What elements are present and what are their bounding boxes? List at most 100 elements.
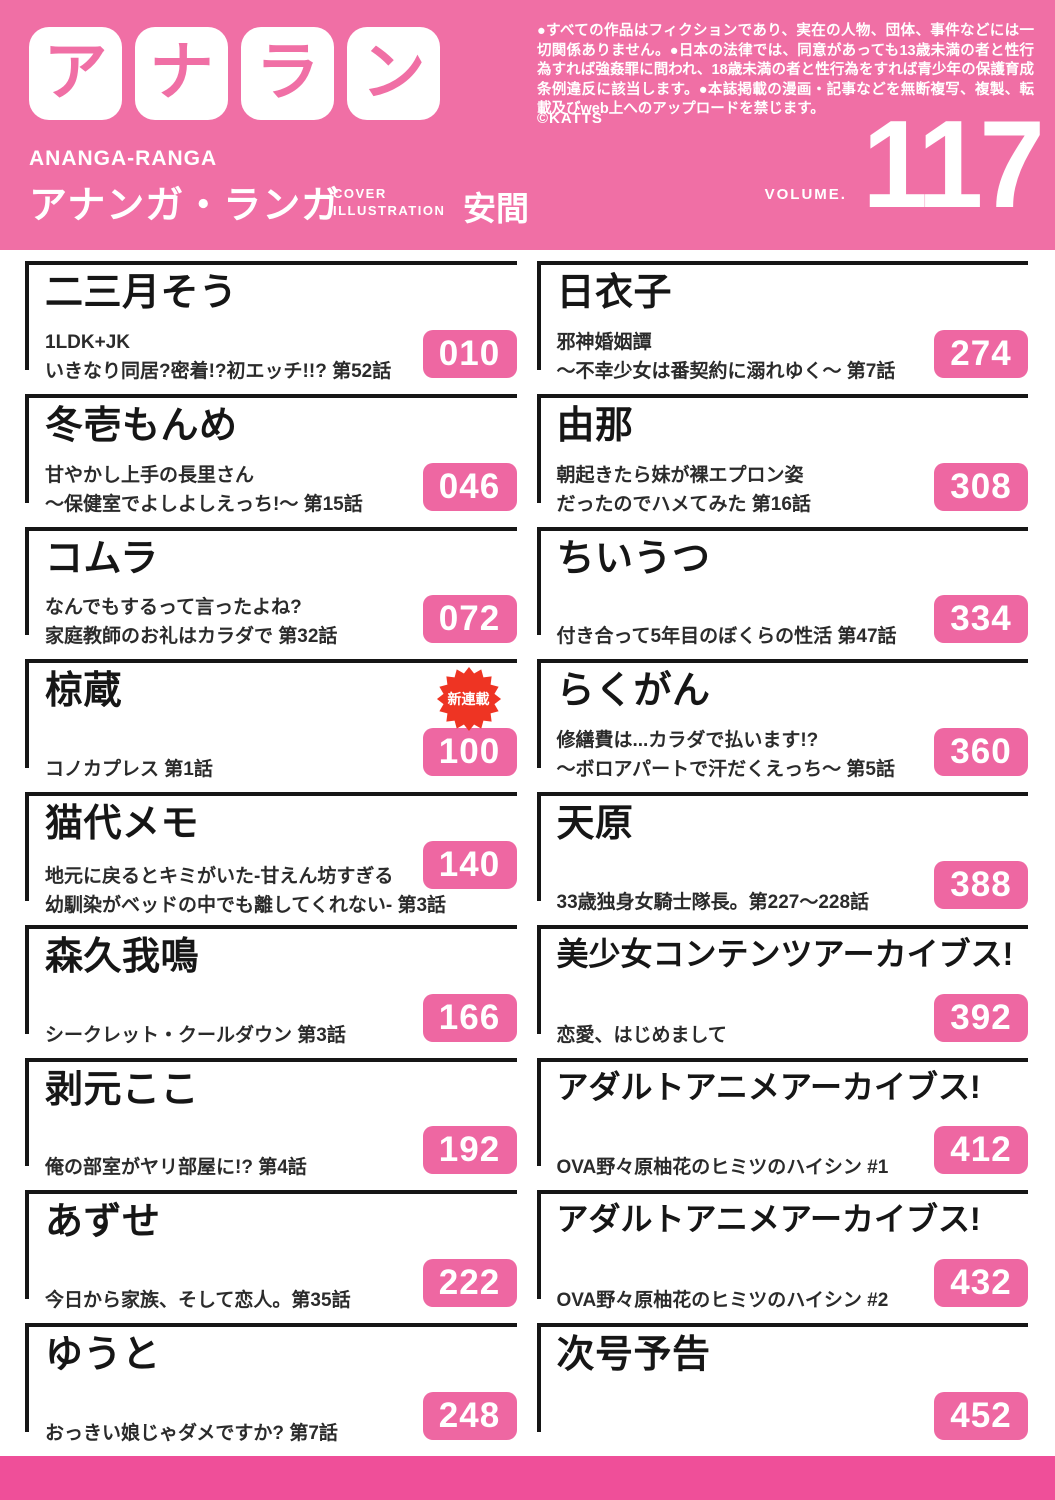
entry-description: シークレット・クールダウン 第3話 — [45, 1021, 515, 1050]
author-name: アダルトアニメアーカイブス! — [556, 1068, 981, 1105]
page-number-badge[interactable]: 248 — [422, 1391, 517, 1440]
volume-number: 117 — [862, 96, 1044, 234]
author-name: ゆうと — [45, 1334, 161, 1377]
toc-entry[interactable]: 椋蔵 コノカプレス 第1話 100 新連載 — [25, 659, 517, 792]
author-name: あずせ — [45, 1201, 161, 1244]
entry-description-line: OVA野々原柚花のヒミツのハイシン #1 — [556, 1157, 889, 1179]
logo-tile: ラ — [241, 27, 334, 120]
new-series-label: 新連載 — [447, 691, 490, 708]
toc-entry[interactable]: 猫代メモ 地元に戻るとキミがいた-甘えん坊すぎる 幼馴染がベッドの中でも離してくれ… — [25, 792, 517, 925]
toc-entry[interactable]: アダルトアニメアーカイブス! OVA野々原柚花のヒミツのハイシン #1 412 — [536, 1057, 1028, 1191]
page-number-badge[interactable]: 100 — [422, 728, 517, 777]
logo-tile-char: ン — [361, 35, 426, 108]
entry-description-line: 甘やかし上手の長里さん — [45, 464, 255, 486]
entry-description-line: コノカプレス 第1話 — [45, 759, 213, 781]
page-number-badge[interactable]: 140 — [422, 840, 517, 889]
page-number-badge[interactable]: 308 — [934, 462, 1028, 511]
entry-description: 33歳独身女騎士隊長。第227～228話 — [557, 888, 1027, 917]
entry-description-line: なんでもするって言ったよね? — [45, 597, 302, 619]
entry-description-line: 地元に戻るとキミがいた-甘えん坊すぎる — [45, 865, 394, 887]
page-number-badge[interactable]: 360 — [934, 728, 1028, 777]
page-number-badge[interactable]: 192 — [422, 1126, 517, 1175]
author-name: 猫代メモ — [45, 803, 200, 846]
page-number-badge[interactable]: 392 — [934, 993, 1028, 1042]
entry-description-line: 修繕費は...カラダで払います!? — [556, 730, 819, 752]
entry-description-line: だったのでハメてみた 第16話 — [556, 493, 811, 515]
toc-entry[interactable]: 美少女コンテンツアーカイブス! 恋愛、はじめまして 392 — [536, 924, 1028, 1058]
logo-latin-name: ANANGA-RANGA — [29, 147, 218, 170]
entry-description: 甘やかし上手の長里さん ～保健室でよしよしえっち!～ 第15話 — [45, 461, 515, 519]
cover-label-line1: COVER — [333, 186, 387, 201]
page-number-badge[interactable]: 388 — [934, 860, 1028, 909]
entry-description: 俺の部室がヤリ部屋に!? 第4話 — [45, 1153, 515, 1182]
toc-entry[interactable]: 天原 33歳独身女騎士隊長。第227～228話 388 — [536, 792, 1028, 925]
author-name: 由那 — [556, 404, 634, 447]
toc-entry[interactable]: 次号予告 452 — [536, 1323, 1028, 1456]
cover-illustration-label: COVER ILLUSTRATION — [333, 185, 445, 219]
logo-tile-char: ア — [43, 35, 108, 108]
toc-entry[interactable]: アダルトアニメアーカイブス! OVA野々原柚花のヒミツのハイシン #2 432 — [536, 1190, 1028, 1323]
toc-column-left: 二三月そう 1LDK+JK いきなり同居?密着!?初エッチ!!? 第52話 010… — [25, 261, 517, 1456]
page-number-badge[interactable]: 274 — [934, 329, 1028, 378]
page-number-badge[interactable]: 334 — [934, 595, 1028, 644]
page-number-badge[interactable]: 010 — [422, 329, 517, 378]
toc-entry[interactable]: ちいうつ 付き合って5年目のぼくらの性活 第47話 334 — [536, 526, 1028, 660]
entry-description: おっきい娘じゃダメですか? 第7話 — [45, 1419, 515, 1448]
toc-entry[interactable]: 日衣子 邪神婚姻譚 ～不幸少女は番契約に溺れゆく～ 第7話 274 — [536, 261, 1028, 394]
entry-description-line: 今日から家族、そして恋人。第35話 — [45, 1290, 351, 1312]
footer-band — [0, 1456, 1055, 1500]
entry-description-line: シークレット・クールダウン 第3話 — [45, 1024, 346, 1046]
entry-description: 恋愛、はじめまして — [557, 1021, 1027, 1050]
page-number-badge[interactable]: 452 — [934, 1391, 1028, 1440]
page-number-badge[interactable]: 412 — [934, 1126, 1028, 1175]
toc-entry[interactable]: 森久我鳴 シークレット・クールダウン 第3話 166 — [25, 924, 517, 1058]
author-name: 二三月そう — [45, 272, 238, 314]
toc-entry[interactable]: 二三月そう 1LDK+JK いきなり同居?密着!?初エッチ!!? 第52話 010 — [25, 261, 517, 394]
entry-description: OVA野々原柚花のヒミツのハイシン #2 — [557, 1286, 1027, 1315]
entry-description-line: ～保健室でよしよしえっち!～ 第15話 — [45, 493, 363, 515]
entry-description-line: 恋愛、はじめまして — [556, 1024, 727, 1046]
author-name: コムラ — [45, 537, 159, 580]
page-number-badge[interactable]: 166 — [422, 993, 517, 1042]
entry-description: 朝起きたら妹が裸エプロン姿 だったのでハメてみた 第16話 — [557, 461, 1027, 519]
page-number-badge[interactable]: 432 — [934, 1259, 1028, 1308]
entry-description: 地元に戻るとキミがいた-甘えん坊すぎる 幼馴染がベッドの中でも離してくれない- 第… — [45, 862, 515, 920]
page-number-badge[interactable]: 072 — [422, 595, 517, 644]
entry-description: 今日から家族、そして恋人。第35話 — [45, 1286, 515, 1315]
author-name: アダルトアニメアーカイブス! — [556, 1201, 981, 1238]
entry-description: 付き合って5年目のぼくらの性活 第47話 — [557, 622, 1027, 651]
author-name: 美少女コンテンツアーカイブス! — [556, 935, 1014, 972]
toc-entry[interactable]: 剥元ここ 俺の部室がヤリ部屋に!? 第4話 192 — [25, 1057, 517, 1191]
logo-tile-char: ナ — [149, 35, 214, 108]
page-number-badge[interactable]: 046 — [422, 462, 517, 511]
disclaimer-text: ●すべての作品はフィクションであり、実在の人物、団体、事件などには一切関係ありま… — [537, 23, 1034, 117]
toc-entry[interactable]: 由那 朝起きたら妹が裸エプロン姿 だったのでハメてみた 第16話 308 — [536, 393, 1028, 527]
header-banner: ア ナ ラ ン ANANGA-RANGA アナンガ・ランガ COVER ILLU… — [0, 0, 1055, 250]
entry-description-line: 俺の部室がヤリ部屋に!? 第4話 — [45, 1157, 307, 1179]
logo-tile: ナ — [135, 27, 228, 120]
entry-description-line: OVA野々原柚花のヒミツのハイシン #2 — [556, 1290, 889, 1312]
entry-description: なんでもするって言ったよね? 家庭教師のお礼はカラダで 第32話 — [45, 593, 515, 651]
logo-tile: ア — [29, 27, 122, 120]
toc-entry[interactable]: ゆうと おっきい娘じゃダメですか? 第7話 248 — [25, 1323, 517, 1456]
toc-entry[interactable]: らくがん 修繕費は...カラダで払います!? ～ボロアパートで汗だくえっち～ 第5… — [536, 659, 1028, 792]
entry-description: OVA野々原柚花のヒミツのハイシン #1 — [557, 1153, 1027, 1182]
entry-description: 邪神婚姻譚 ～不幸少女は番契約に溺れゆく～ 第7話 — [557, 328, 1027, 386]
starburst-icon — [436, 667, 501, 732]
author-name: 天原 — [556, 803, 634, 846]
new-series-badge: 新連載 — [436, 666, 502, 732]
logo-subtitle-block: ANANGA-RANGA アナンガ・ランガ — [29, 147, 340, 229]
author-name: 冬壱もんめ — [45, 404, 238, 447]
entry-description-line: 1LDK+JK — [45, 331, 130, 353]
toc-entry[interactable]: あずせ 今日から家族、そして恋人。第35話 222 — [25, 1190, 517, 1323]
logo-tile: ン — [347, 27, 440, 120]
toc-entry[interactable]: 冬壱もんめ 甘やかし上手の長里さん ～保健室でよしよしえっち!～ 第15話 046 — [25, 393, 517, 527]
entry-description-line: おっきい娘じゃダメですか? 第7話 — [45, 1422, 338, 1444]
toc-entry[interactable]: コムラ なんでもするって言ったよね? 家庭教師のお礼はカラダで 第32話 072 — [25, 526, 517, 660]
author-name: 森久我鳴 — [45, 935, 200, 978]
author-name: 日衣子 — [556, 272, 673, 314]
author-name: 次号予告 — [556, 1334, 711, 1377]
logo-tile-char: ラ — [255, 35, 320, 108]
page-number-badge[interactable]: 222 — [422, 1259, 517, 1308]
